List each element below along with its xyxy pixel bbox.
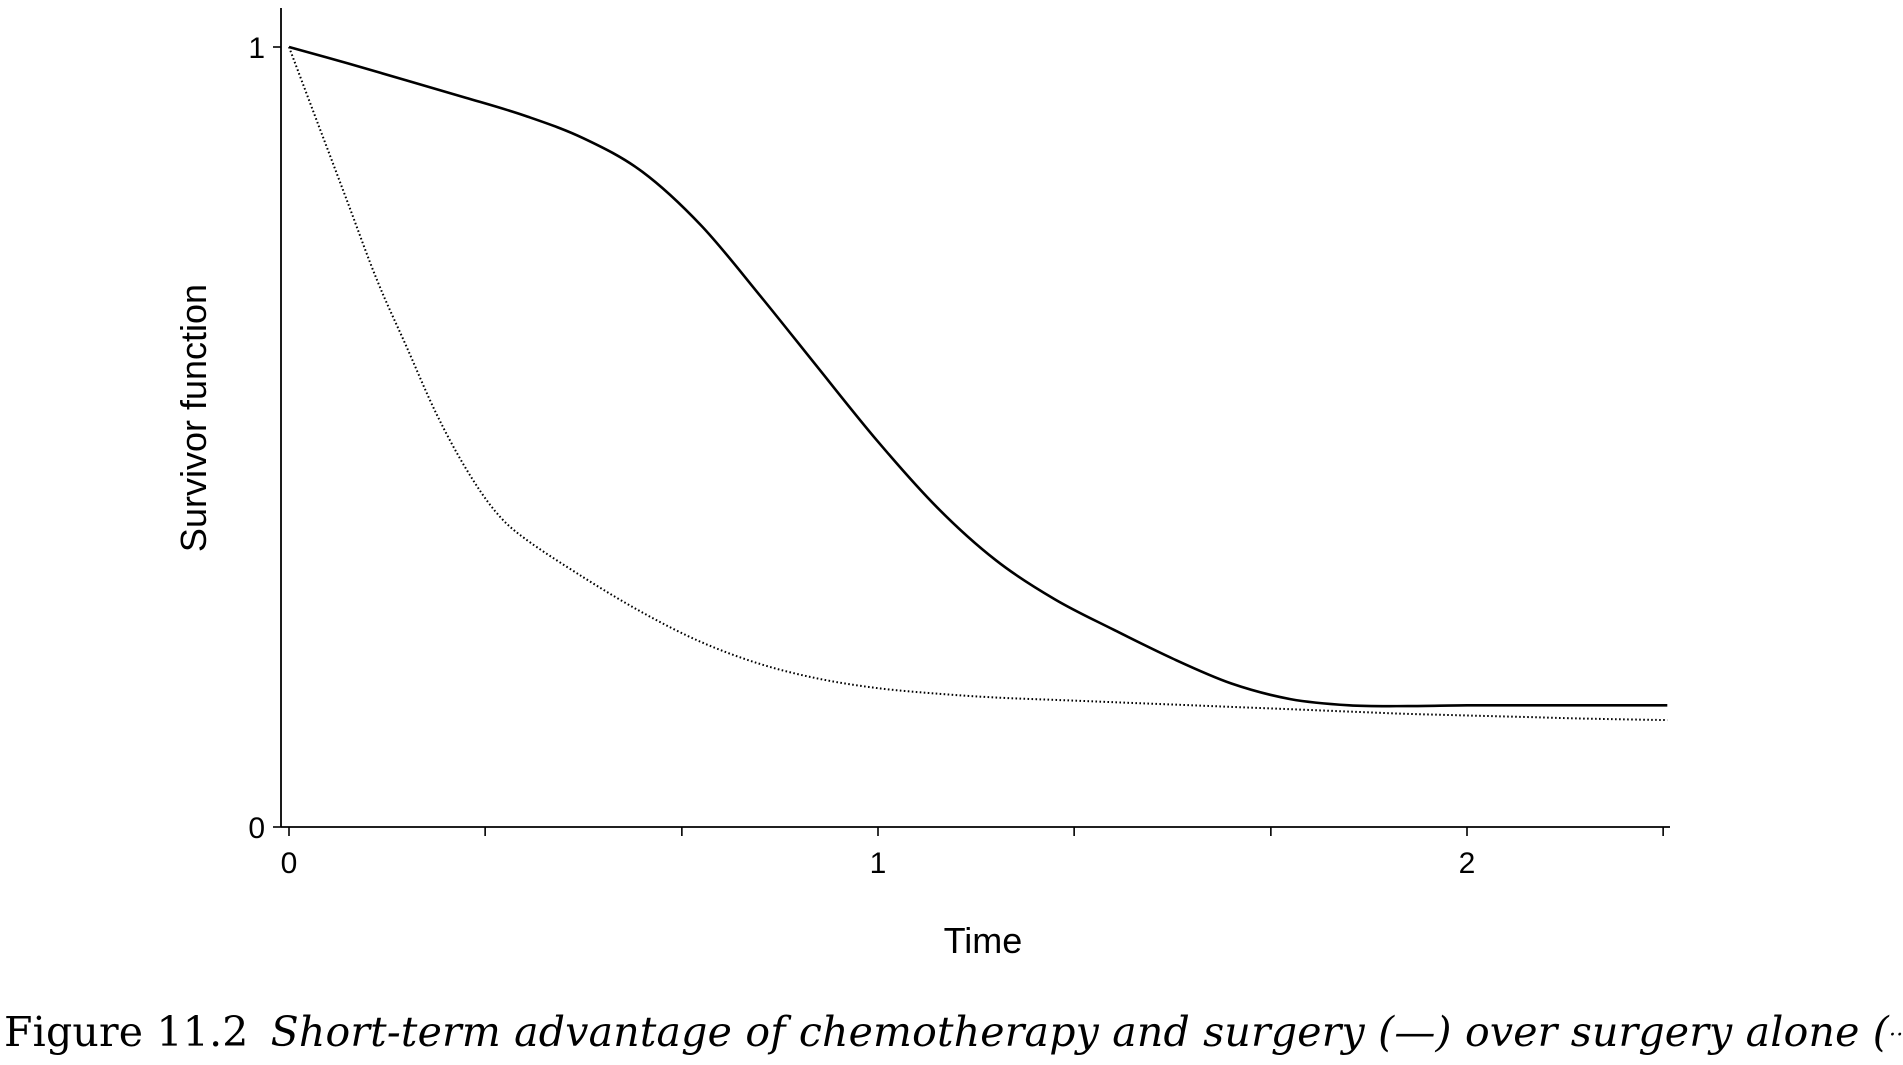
x-tick-label: 2 (1459, 847, 1476, 880)
figure-caption: Figure 11.2 Short-term advantage of chemo… (4, 1008, 1903, 1056)
x-axis-label: Time (944, 920, 1023, 961)
x-tick-label: 0 (281, 847, 298, 880)
chart-series (288, 45, 1668, 722)
series-line-dotted (288, 46, 1668, 722)
x-tick-label: 1 (870, 847, 887, 880)
caption-text-before: Short-term advantage of chemotherapy and… (270, 1008, 1395, 1056)
caption-dotted-mark: ······ (1889, 1023, 1903, 1048)
y-tick-label: 1 (248, 32, 265, 65)
series-line-solid (288, 45, 1668, 708)
caption-description: Short-term advantage of chemotherapy and… (271, 1008, 1903, 1056)
survival-chart: 0 1 0 1 2 Time Survivor function (173, 8, 1670, 961)
y-tick-label: 0 (248, 812, 265, 845)
caption-solid-mark: — (1394, 1008, 1436, 1056)
y-axis-label: Survivor function (173, 284, 214, 552)
caption-figure-number: Figure 11.2 (4, 1008, 249, 1056)
chart-axes: 0 1 0 1 2 (248, 8, 1670, 880)
caption-text-middle: ) over surgery alone ( (1435, 1008, 1889, 1056)
